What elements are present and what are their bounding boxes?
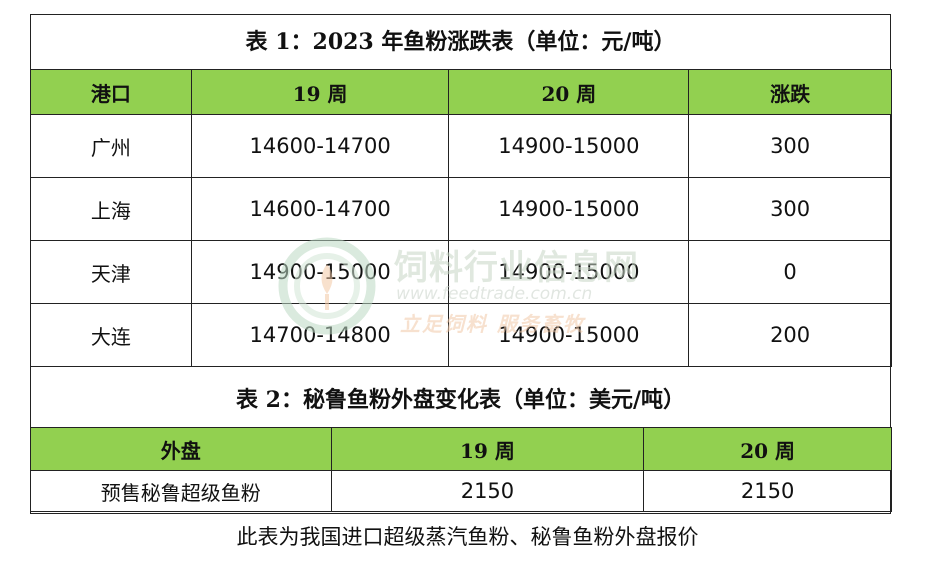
port-cell: 天津 [30, 240, 192, 304]
header-offer: 外盘 [30, 427, 332, 471]
header-week19: 19 周 [190, 69, 450, 115]
table2-title: 表 2：秘鲁鱼粉外盘变化表（单位：美元/吨） [235, 387, 685, 413]
offer-item-cell: 预售秘鲁超级鱼粉 [30, 470, 332, 512]
week19-cell: 2150 [330, 470, 645, 512]
header-week19: 19 周 [330, 427, 645, 471]
table2-header-row: 外盘 19 周 20 周 [30, 427, 892, 471]
change-cell: 0 [688, 240, 892, 304]
report-frame: 表 1：2023 年鱼粉涨跌表（单位：元/吨） 港口 19 周 20 周 涨跌 … [30, 14, 892, 514]
table-row: 广州 14600-14700 14900-15000 300 [30, 114, 892, 178]
header-change: 涨跌 [688, 69, 892, 115]
header-week20: 20 周 [448, 69, 690, 115]
table-caption: 此表为我国进口超级蒸汽鱼粉、秘鲁鱼粉外盘报价 [236, 525, 699, 549]
header-port: 港口 [30, 69, 192, 115]
port-cell: 大连 [30, 303, 192, 367]
table-row: 大连 14700-14800 14900-15000 200 [30, 303, 892, 367]
header-week20: 20 周 [643, 427, 892, 471]
change-cell: 300 [688, 114, 892, 178]
week20-cell: 14900-15000 [448, 303, 690, 367]
table1-header-row: 港口 19 周 20 周 涨跌 [30, 69, 892, 115]
week20-cell: 2150 [643, 470, 892, 512]
fishmeal-price-table: 港口 19 周 20 周 涨跌 广州 14600-14700 14900-150… [30, 69, 892, 367]
week20-cell: 14900-15000 [448, 177, 690, 241]
week19-cell: 14600-14700 [190, 177, 450, 241]
peru-fishmeal-table: 外盘 19 周 20 周 预售秘鲁超级鱼粉 2150 2150 [30, 427, 892, 512]
week20-cell: 14900-15000 [448, 240, 690, 304]
table-row: 预售秘鲁超级鱼粉 2150 2150 [30, 470, 892, 512]
port-cell: 上海 [30, 177, 192, 241]
table-row: 上海 14600-14700 14900-15000 300 [30, 177, 892, 241]
week19-cell: 14600-14700 [190, 114, 450, 178]
week19-cell: 14700-14800 [190, 303, 450, 367]
change-cell: 200 [688, 303, 892, 367]
week19-cell: 14900-15000 [190, 240, 450, 304]
week20-cell: 14900-15000 [448, 114, 690, 178]
change-cell: 300 [688, 177, 892, 241]
port-cell: 广州 [30, 114, 192, 178]
table-row: 天津 14900-15000 14900-15000 0 [30, 240, 892, 304]
table1-title: 表 1：2023 年鱼粉涨跌表（单位：元/吨） [31, 15, 890, 70]
